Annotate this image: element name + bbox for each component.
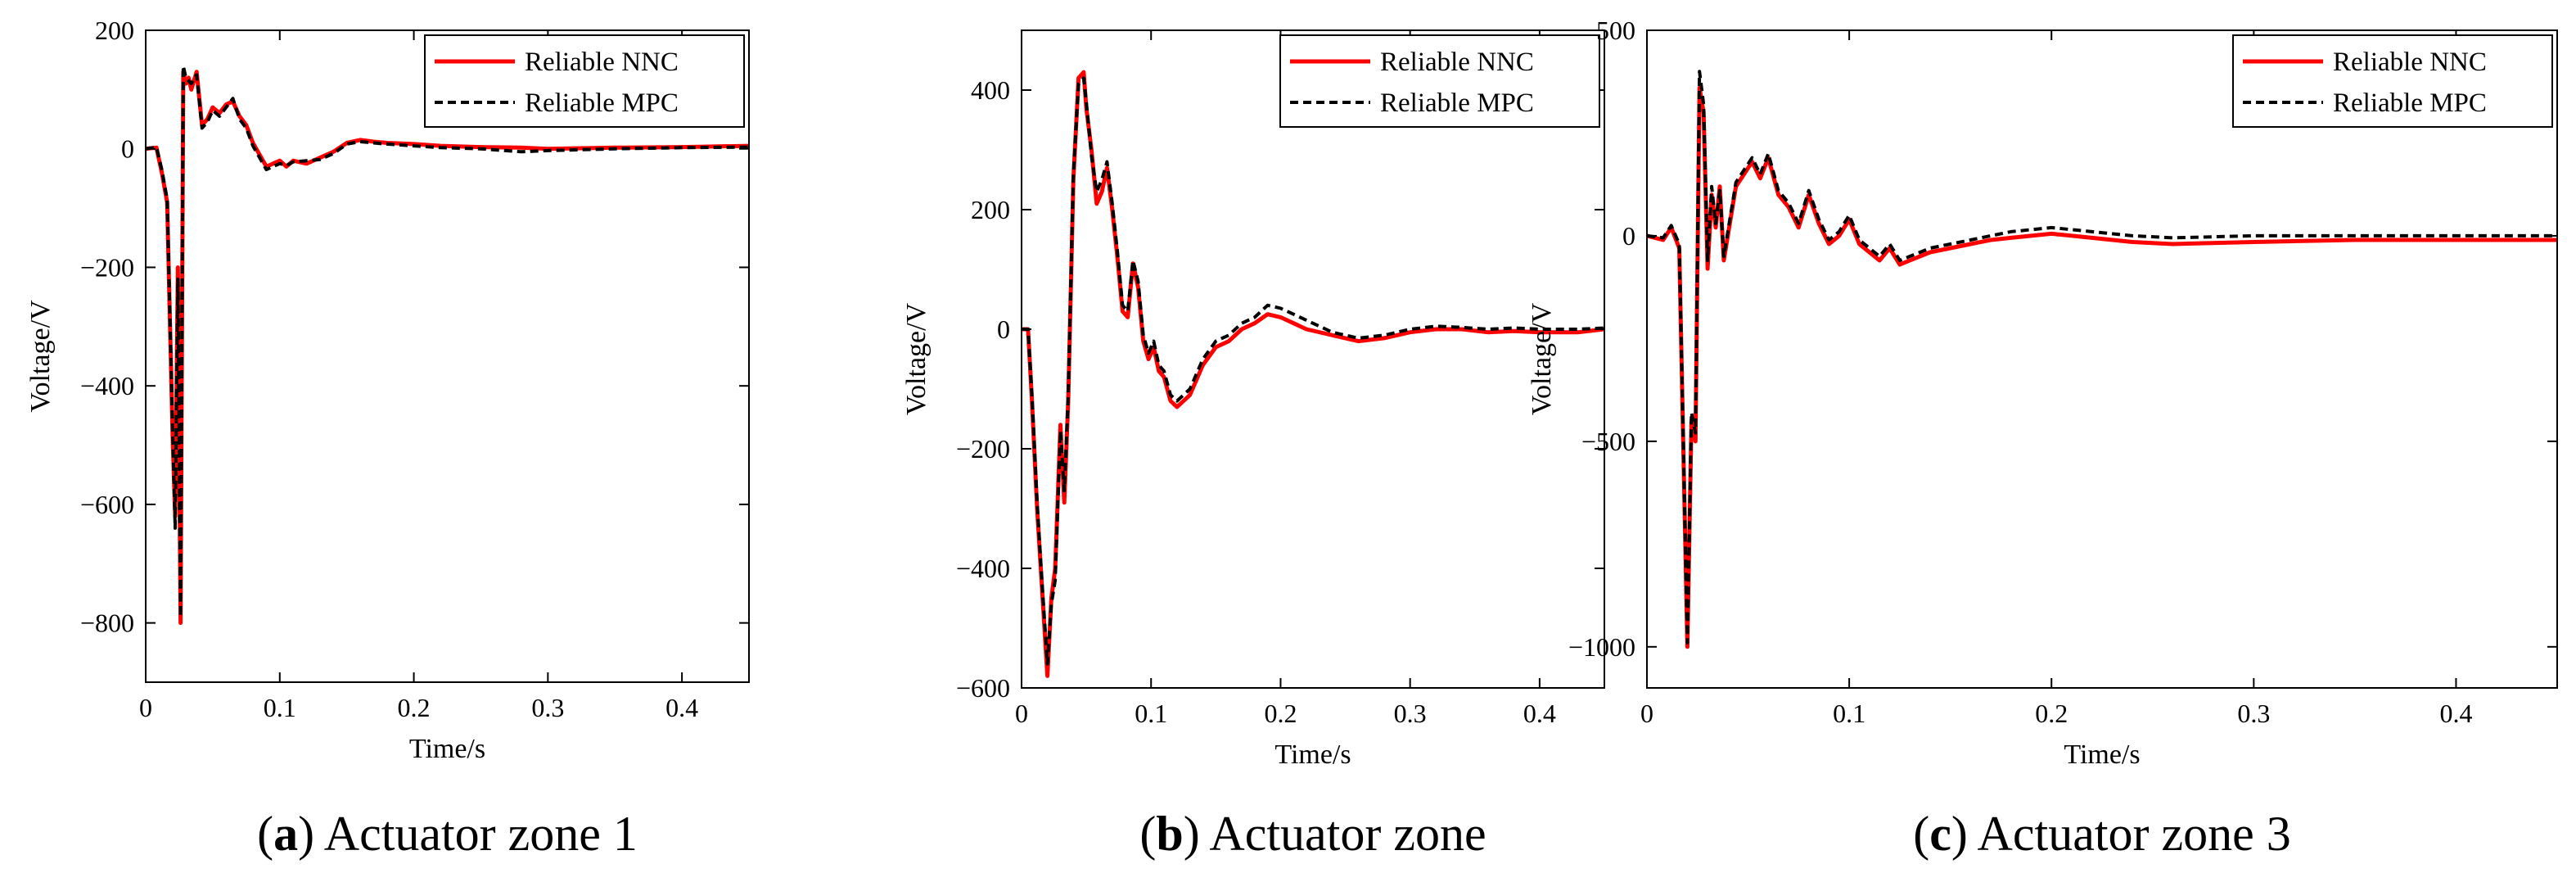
caption-letter: b xyxy=(1156,807,1183,861)
y-tick-label: −200 xyxy=(80,252,134,282)
x-tick-label: 0.1 xyxy=(1833,699,1865,728)
plot-frame xyxy=(1021,29,1605,689)
series-line-reliable-mpc xyxy=(1647,70,2557,645)
caption-text: ) Actuator zone 3 xyxy=(1951,807,2291,861)
y-axis-label: Voltage/V xyxy=(25,300,56,413)
x-axis-label: Time/s xyxy=(2064,740,2140,770)
legend-label: Reliable NNC xyxy=(2333,47,2487,77)
chart-panel-c: 0 0.1 0.2 0.3 0.4 500 0 −500 −1000 Time/s Voltage/… xyxy=(1527,16,2558,861)
legend-label: Reliable NNC xyxy=(525,47,679,77)
series-line-reliable-mpc xyxy=(146,64,749,619)
x-tick-label: 0.2 xyxy=(2035,699,2068,728)
caption-open-paren: ( xyxy=(1139,807,1156,861)
caption-open-paren: ( xyxy=(1913,807,1929,861)
series-line-reliable-mpc xyxy=(1022,76,1604,666)
caption-text: ) Actuator zone 1 xyxy=(298,807,638,861)
x-tick-label: 0 xyxy=(1015,699,1028,728)
y-tick-label: −200 xyxy=(956,434,1010,464)
x-tick-label: 0.4 xyxy=(665,693,698,722)
chart-panel-b: 0 0.1 0.2 0.3 0.4 400 200 0 −200 −400 −600 Time/s Vo… xyxy=(901,29,1605,861)
panel-caption: (c) Actuator zone 3 xyxy=(1913,807,2290,861)
legend-box xyxy=(424,34,745,128)
chart-panel-a: 0 0.1 0.2 0.3 0.4 200 0 −200 −400 −600 −800 Time/s V… xyxy=(25,16,750,861)
legend-label: Reliable MPC xyxy=(525,88,679,118)
panel-caption: (a) Actuator zone 1 xyxy=(257,807,638,861)
x-tick-label: 0.1 xyxy=(1135,699,1167,728)
legend-label: Reliable MPC xyxy=(1380,88,1534,118)
x-tick-label: 0.4 xyxy=(2439,699,2472,728)
x-tick-label: 0 xyxy=(1640,699,1653,728)
y-tick-label: 0 xyxy=(997,314,1010,344)
y-tick-label: −1000 xyxy=(1568,632,1635,662)
caption-letter: c xyxy=(1929,807,1951,861)
legend-box xyxy=(2232,34,2553,128)
y-tick-label: 400 xyxy=(971,75,1010,105)
y-axis-label: Voltage/V xyxy=(901,302,932,415)
series-line-reliable-nnc xyxy=(146,70,749,626)
y-tick-label: −800 xyxy=(80,608,134,638)
series-line-reliable-nnc xyxy=(1022,70,1604,678)
x-tick-label: 0 xyxy=(139,693,152,722)
series-line-reliable-nnc xyxy=(1647,85,2557,649)
x-tick-label: 0.3 xyxy=(531,693,564,722)
plot-frame xyxy=(1646,29,2558,689)
plot-frame xyxy=(145,29,750,683)
x-tick-label: 0.3 xyxy=(2237,699,2270,728)
panel-caption: (b) Actuator zone xyxy=(1139,807,1486,861)
x-tick-label: 0.2 xyxy=(1264,699,1297,728)
y-tick-label: 200 xyxy=(971,195,1010,224)
x-axis-label: Time/s xyxy=(409,734,485,764)
y-tick-label: −600 xyxy=(80,490,134,519)
y-tick-label: −400 xyxy=(80,371,134,400)
caption-open-paren: ( xyxy=(257,807,273,861)
y-axis-label: Voltage/V xyxy=(1527,302,1557,415)
x-tick-label: 0.4 xyxy=(1523,699,1556,728)
x-axis-label: Time/s xyxy=(1274,740,1351,770)
legend-label: Reliable NNC xyxy=(1380,47,1534,77)
y-tick-label: 0 xyxy=(121,134,134,164)
y-tick-label: 500 xyxy=(1596,16,1635,45)
x-tick-label: 0.1 xyxy=(264,693,296,722)
caption-letter: a xyxy=(273,807,298,861)
legend-box xyxy=(1279,34,1600,128)
y-tick-label: −400 xyxy=(956,554,1010,583)
y-tick-label: −500 xyxy=(1581,427,1635,456)
x-tick-label: 0.2 xyxy=(398,693,431,722)
y-tick-label: 0 xyxy=(1622,221,1635,251)
y-tick-label: −600 xyxy=(956,673,1010,703)
caption-text: ) Actuator zone xyxy=(1184,807,1487,861)
y-tick-label: 200 xyxy=(95,16,134,45)
x-tick-label: 0.3 xyxy=(1394,699,1427,728)
legend-label: Reliable MPC xyxy=(2333,88,2487,118)
